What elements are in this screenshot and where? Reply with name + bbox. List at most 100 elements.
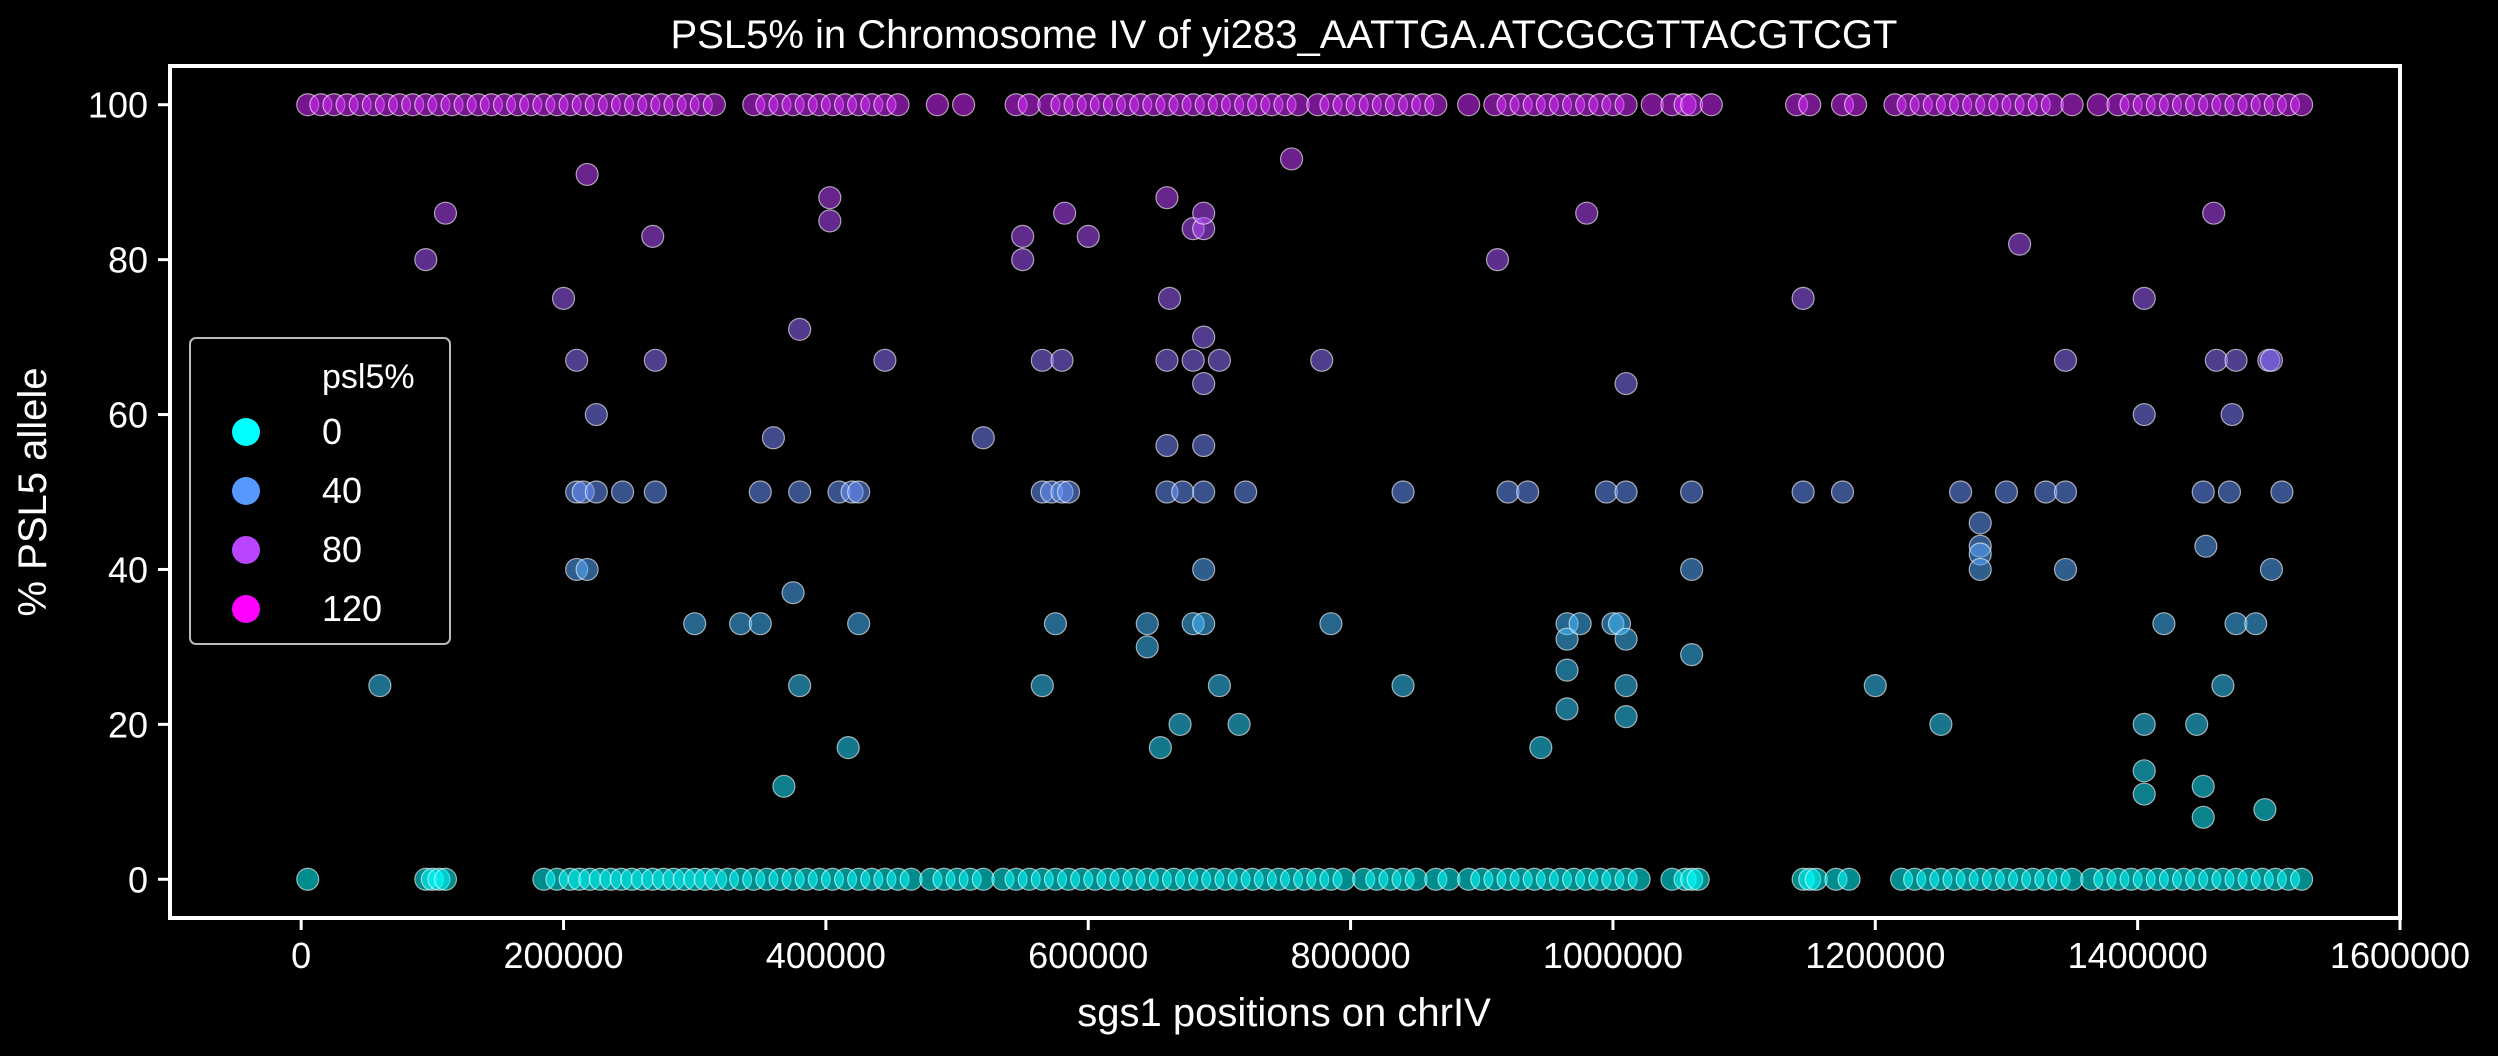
y-tick-label: 100 (88, 85, 148, 126)
legend-box (189, 337, 451, 645)
data-point (1614, 93, 1638, 117)
data-point (1207, 674, 1232, 698)
data-point (729, 612, 753, 636)
data-point (2053, 557, 2078, 582)
data-point (1135, 635, 1159, 659)
data-point (1332, 867, 1356, 891)
data-point (2132, 402, 2156, 427)
plot-frame (168, 64, 2402, 920)
x-axis: 0 200000 400000 600000 800000 1000000 1200000 1… (291, 918, 2470, 976)
data-point (886, 93, 910, 117)
data-point (368, 674, 392, 698)
data-point (1391, 674, 1415, 698)
data-point (2132, 759, 2156, 783)
data-point (1948, 480, 1973, 504)
data-point (2253, 797, 2277, 822)
x-tick-label: 800000 (1291, 935, 1411, 976)
data-point (873, 348, 897, 372)
data-point (847, 480, 871, 504)
data-point (1614, 627, 1638, 651)
data-point (818, 209, 842, 233)
data-point (971, 426, 995, 450)
x-tick-label: 200000 (503, 935, 623, 976)
data-point (1614, 705, 1638, 729)
data-point (2132, 286, 2156, 310)
x-tick-label: 1400000 (2068, 935, 2208, 976)
data-point (2191, 774, 2215, 798)
data-point (1529, 735, 1553, 760)
data-point (1279, 147, 1304, 171)
data-point (2211, 674, 2235, 698)
data-point (1830, 480, 1855, 504)
data-point (1594, 480, 1618, 504)
data-point (2060, 867, 2084, 891)
data-point (1227, 712, 1251, 736)
data-point (1968, 557, 1992, 582)
y-tick-label: 20 (108, 704, 148, 745)
data-point (2259, 557, 2284, 582)
data-point (1680, 480, 1704, 504)
data-point (1181, 348, 1205, 372)
y-tick-label: 80 (108, 240, 148, 281)
y-axis-label: % PSL5 allele (11, 367, 55, 616)
data-point (1555, 658, 1579, 682)
data-point (1030, 674, 1054, 698)
data-point (788, 480, 812, 504)
data-point (2224, 348, 2248, 372)
data-point (788, 674, 812, 698)
data-point (1192, 325, 1216, 349)
data-point (772, 774, 796, 798)
data-point (1030, 348, 1054, 372)
y-tick-label: 40 (108, 549, 148, 590)
data-point (1168, 712, 1192, 736)
data-point (2202, 201, 2226, 225)
data-point (1234, 480, 1258, 504)
data-point (1627, 867, 1651, 891)
data-point (1614, 480, 1638, 504)
data-point (1391, 480, 1415, 504)
data-point (1791, 480, 1815, 504)
data-point (1844, 93, 1868, 117)
data-point (610, 480, 635, 504)
data-point (1171, 480, 1195, 504)
x-tick-label: 1000000 (1543, 935, 1683, 976)
data-point (702, 93, 726, 117)
data-point (433, 201, 458, 225)
data-point (1155, 348, 1179, 372)
data-point (847, 612, 871, 636)
data-point (1863, 674, 1887, 698)
data-point (748, 480, 772, 504)
chart-title: PSL5% in Chromosome IV of yi283_AATTGA.A… (671, 13, 1898, 57)
data-point (2152, 612, 2176, 636)
data-point (551, 286, 576, 310)
data-point (575, 162, 599, 187)
data-point (1457, 93, 1481, 117)
data-point (1056, 480, 1081, 504)
data-point (1192, 201, 1216, 225)
data-point (1680, 557, 1704, 582)
data-point (1286, 93, 1310, 117)
data-point (1053, 201, 1077, 225)
data-point (2191, 480, 2215, 504)
data-point (1076, 224, 1100, 248)
data-point (1680, 93, 1704, 117)
data-point (1192, 433, 1216, 458)
data-point (1011, 224, 1035, 248)
data-point (1614, 371, 1638, 396)
data-point (2290, 93, 2314, 117)
x-tick-label: 1200000 (1805, 935, 1945, 976)
data-point (2053, 480, 2078, 504)
data-point (296, 867, 320, 891)
data-point (1575, 201, 1599, 225)
data-point (1192, 612, 1216, 636)
legend-marker (232, 418, 260, 446)
data-point (1319, 612, 1343, 636)
data-point (1404, 867, 1428, 891)
data-point (1929, 712, 1953, 736)
data-point (1555, 697, 1579, 721)
data-point (2259, 348, 2284, 372)
data-point (2270, 480, 2294, 504)
data-point (925, 93, 949, 117)
data-point (1968, 511, 1992, 535)
data-point (2194, 534, 2218, 558)
